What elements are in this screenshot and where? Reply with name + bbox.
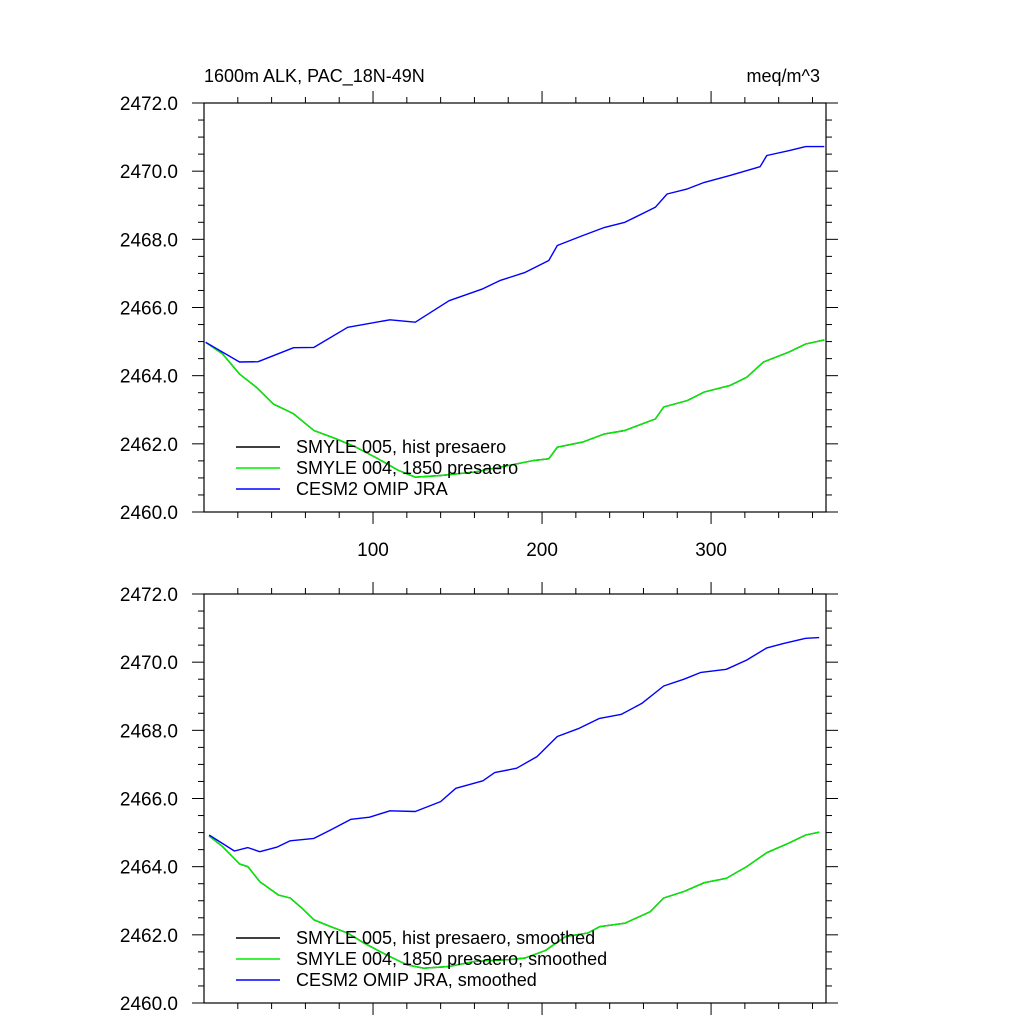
y-tick-label: 2460.0 [120,503,178,524]
plot-frame [203,593,827,1004]
legend-label: CESM2 OMIP JRA, smoothed [296,970,537,990]
plot-frame [203,102,827,513]
y-tick-label: 2462.0 [120,926,178,947]
chart-title: 1600m ALK, PAC_18N-49N [204,66,425,87]
series-line [208,831,820,969]
y-tick-label: 2466.0 [120,299,178,320]
y-tick-label: 2466.0 [120,790,178,811]
x-tick-label: 100 [357,540,389,561]
series-line [208,636,820,853]
bottom-plot: 2460.0 2462.0 2464.0 2466.0 2468.0 2470.0 2472… [120,582,838,1015]
y-tick-label: 2470.0 [120,162,178,183]
y-tick-label: 2464.0 [120,858,178,879]
y-tick-label: 2468.0 [120,721,178,742]
x-tick-label: 200 [526,540,558,561]
series-line [205,339,825,478]
top-plot: 2460.0 2462.0 2464.0 2466.0 2468.0 2470.0 2472… [120,91,838,561]
legend-label: SMYLE 005, hist presaero, smoothed [296,928,595,948]
legend-label: SMYLE 004, 1850 presaero, smoothed [296,949,607,969]
legend-label: CESM2 OMIP JRA [296,479,448,499]
legend-label: SMYLE 004, 1850 presaero [296,458,518,478]
y-tick-label: 2472.0 [120,94,178,115]
legend-label: SMYLE 005, hist presaero [296,437,506,457]
y-tick-label: 2462.0 [120,435,178,456]
units-label: meq/m^3 [747,66,820,86]
y-tick-label: 2472.0 [120,585,178,606]
series-line [205,145,825,363]
y-tick-label: 2464.0 [120,367,178,388]
x-tick-label: 300 [695,540,727,561]
y-tick-label: 2460.0 [120,994,178,1015]
y-tick-label: 2470.0 [120,653,178,674]
y-tick-label: 2468.0 [120,230,178,251]
